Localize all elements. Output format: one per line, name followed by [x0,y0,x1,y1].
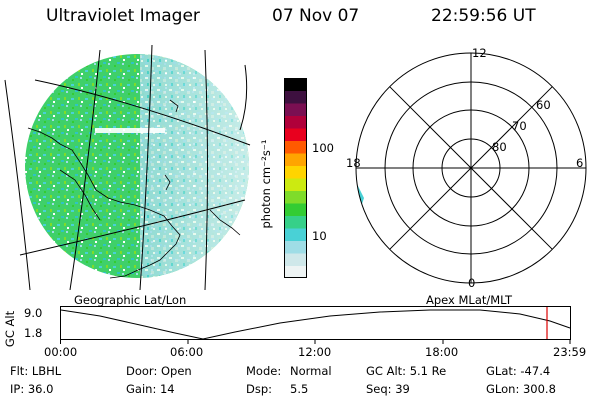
mode-key: Mode: [246,364,282,378]
instrument-title: Ultraviolet Imager [46,6,200,26]
mlt-label-6: 6 [576,156,584,170]
x-tick-0600: 06:00 [170,345,204,359]
glat-readout: GLat: -47.4 [486,364,551,378]
dsp-value: 5.5 [290,382,309,396]
x-tick-1200: 12:00 [298,345,332,359]
colorbar-cell [284,178,307,191]
mlat-label-80: 80 [492,140,507,154]
altitude-y-max: 9.0 [24,306,43,320]
colorbar-cell [284,240,307,254]
colorbar [284,78,307,278]
filter-readout: Flt: LBHL [10,364,62,378]
altitude-y-min: 1.8 [24,326,43,340]
gain-readout: Gain: 14 [126,382,175,396]
colorbar-unit-label: photon cm⁻²s⁻¹ [259,139,273,229]
colorbar-tick-100: 100 [312,141,334,155]
colorbar-cell [284,140,307,154]
colorbar-cell [284,165,307,179]
altitude-axis-title: GC Alt [3,310,17,348]
observation-time: 22:59:56 UT [431,6,536,26]
ip-readout: IP: 36.0 [10,382,54,396]
mode-value: Normal [290,364,332,378]
altitude-plot [60,306,571,344]
mlat-label-70: 70 [512,119,527,133]
colorbar-cell [284,215,307,229]
colorbar-cell [284,115,307,129]
geographic-panel-label: Geographic Lat/Lon [74,293,187,307]
observation-date: 07 Nov 07 [272,6,360,26]
colorbar-tick-10: 10 [312,229,327,243]
colorbar-cell [284,103,307,116]
colorbar-cell [284,90,307,104]
altitude-trace [60,309,571,340]
seq-readout: Seq: 39 [366,382,410,396]
glon-readout: GLon: 300.8 [486,382,556,396]
geographic-image [4,44,251,290]
mlat-label-60: 60 [536,98,551,112]
colorbar-cell [284,190,307,204]
mlt-label-18: 18 [346,156,361,170]
dsp-key: Dsp: [246,382,273,396]
polar-panel-label: Apex MLat/MLT [426,293,513,307]
mlt-label-12: 12 [472,46,487,60]
gc-alt-readout: GC Alt: 5.1 Re [366,364,447,378]
colorbar-cell [284,228,307,241]
colorbar-cell [284,253,307,266]
colorbar-cell [284,128,307,141]
mlt-label-0: 0 [468,276,476,290]
colorbar-cell [284,78,307,91]
colorbar-cell [284,265,307,278]
x-tick-1800: 18:00 [425,345,459,359]
polar-plot [355,52,587,284]
colorbar-cell [284,153,307,166]
x-tick-0000: 00:00 [44,345,78,359]
x-tick-2359: 23:59 [553,345,587,359]
colorbar-cell [284,203,307,216]
door-readout: Door: Open [126,364,192,378]
